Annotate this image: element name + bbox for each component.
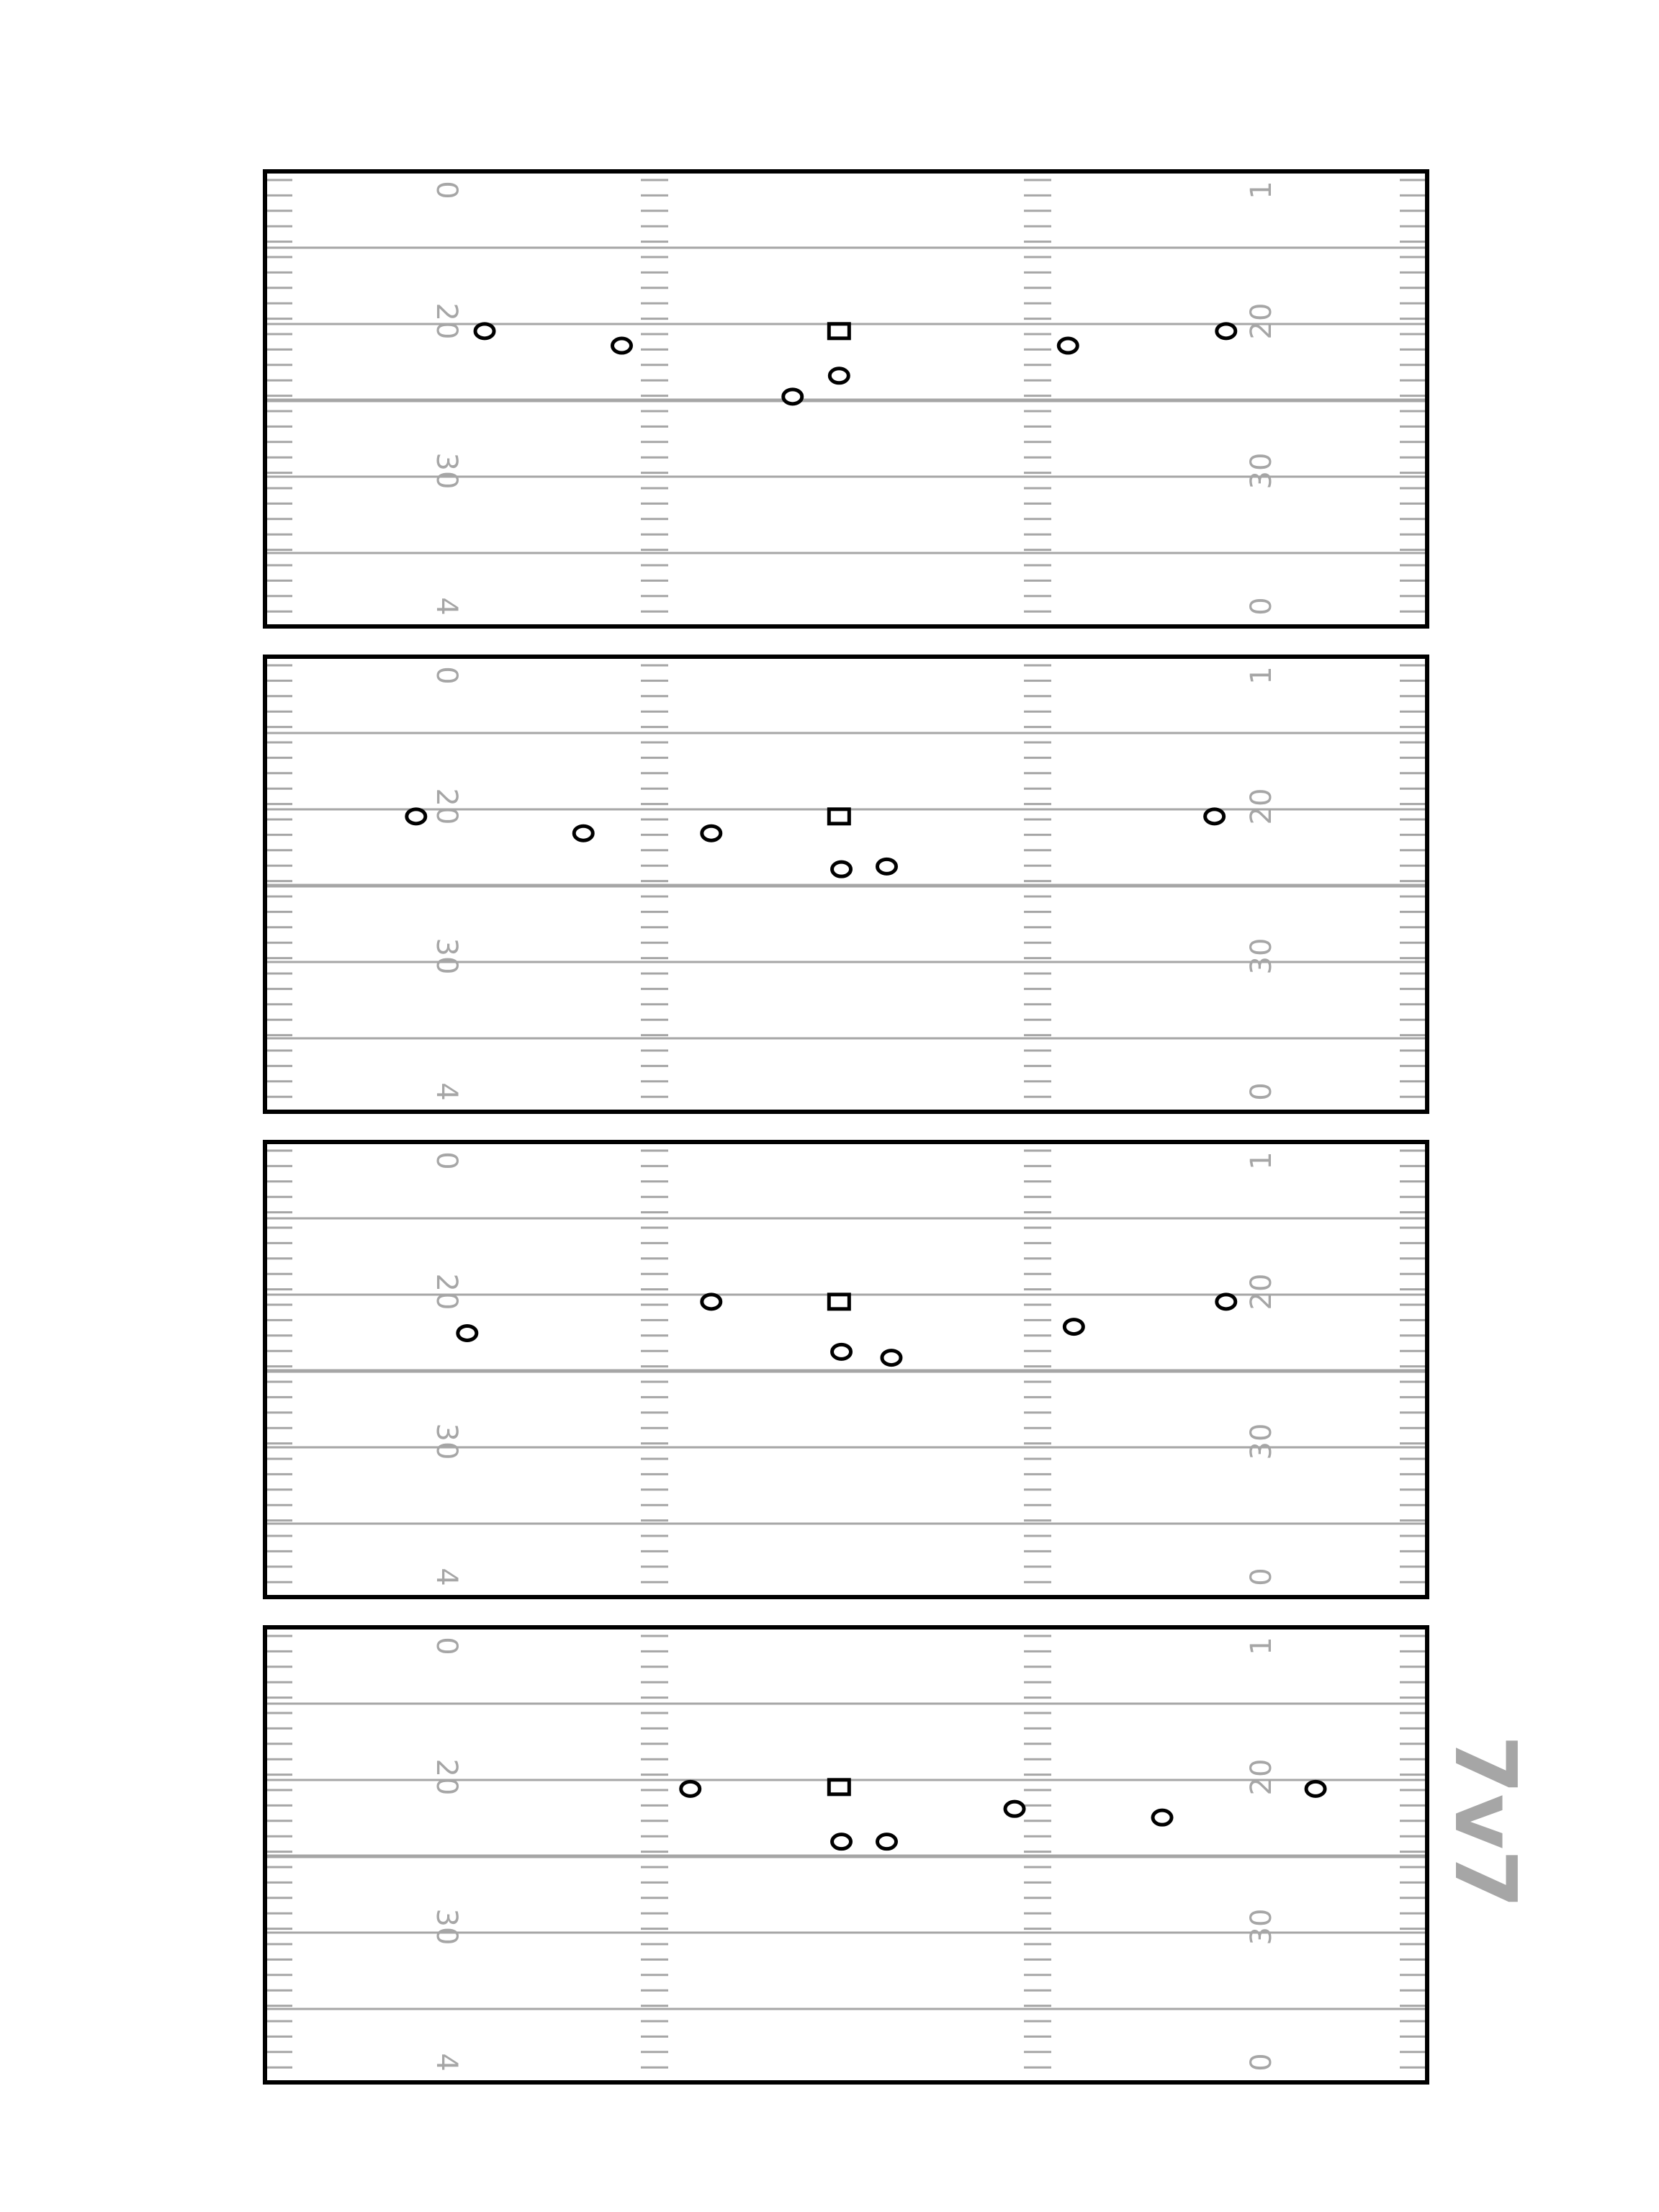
yard-number: 30 bbox=[430, 1424, 463, 1460]
yard-number: 20 bbox=[430, 788, 463, 825]
yard-number: 20 bbox=[430, 303, 463, 340]
player-marker bbox=[1304, 1779, 1327, 1798]
yard-number: 0 bbox=[1245, 1568, 1278, 1586]
player-marker bbox=[572, 824, 595, 842]
player-marker bbox=[830, 1833, 853, 1851]
field-border bbox=[263, 169, 1429, 629]
yard-number: 30 bbox=[1245, 453, 1278, 490]
yard-number: 20 bbox=[1245, 303, 1278, 340]
yard-number: 1 bbox=[1245, 1151, 1278, 1169]
yard-number: 4 bbox=[430, 2053, 463, 2071]
yard-number: 20 bbox=[430, 1759, 463, 1796]
yard-number: 4 bbox=[430, 1568, 463, 1586]
player-marker bbox=[700, 824, 723, 842]
player-marker bbox=[1151, 1808, 1174, 1827]
yard-number: 0 bbox=[1245, 597, 1278, 615]
center-marker bbox=[827, 807, 851, 826]
player-marker bbox=[1215, 322, 1238, 341]
player-marker bbox=[473, 322, 496, 341]
field-1: 0 1 20 20 30 30 4 0 bbox=[263, 169, 1429, 629]
yard-number: 30 bbox=[430, 1909, 463, 1946]
player-marker bbox=[830, 1342, 853, 1361]
yard-number: 0 bbox=[430, 1151, 463, 1169]
player-marker bbox=[1003, 1799, 1026, 1818]
fields-group: 0 1 20 20 30 30 4 0 0 1 20 20 30 30 4 0 0 1 20 20 30 30 4 0 0 1 20… bbox=[263, 169, 1429, 2085]
yard-number: 30 bbox=[430, 938, 463, 975]
yard-number: 20 bbox=[430, 1274, 463, 1310]
sheet-title: 7v7 bbox=[1436, 1735, 1535, 1908]
player-marker bbox=[610, 336, 633, 355]
yard-number: 1 bbox=[1245, 666, 1278, 684]
player-marker bbox=[1062, 1318, 1085, 1336]
yard-number: 20 bbox=[1245, 1274, 1278, 1310]
yard-number: 0 bbox=[430, 181, 463, 199]
yard-number: 20 bbox=[1245, 1759, 1278, 1796]
player-marker bbox=[830, 860, 853, 878]
player-marker bbox=[827, 367, 850, 385]
yard-number: 30 bbox=[1245, 938, 1278, 975]
center-marker bbox=[827, 1778, 851, 1797]
field-border bbox=[263, 655, 1429, 1114]
yard-number: 0 bbox=[430, 666, 463, 684]
player-marker bbox=[679, 1779, 702, 1798]
field-border bbox=[263, 1140, 1429, 1599]
player-marker bbox=[781, 387, 804, 406]
yard-number: 1 bbox=[1245, 181, 1278, 199]
yard-number: 4 bbox=[430, 1082, 463, 1100]
center-marker bbox=[827, 322, 851, 341]
yard-number: 4 bbox=[430, 597, 463, 615]
yard-number: 0 bbox=[430, 1637, 463, 1655]
player-marker bbox=[1215, 1292, 1238, 1311]
field-2: 0 1 20 20 30 30 4 0 bbox=[263, 655, 1429, 1114]
field-3: 0 1 20 20 30 30 4 0 bbox=[263, 1140, 1429, 1599]
center-marker bbox=[827, 1292, 851, 1311]
player-marker bbox=[1056, 336, 1079, 355]
field-border bbox=[263, 1625, 1429, 2085]
field-4: 0 1 20 20 30 30 4 0 bbox=[263, 1625, 1429, 2085]
player-marker bbox=[1203, 807, 1226, 826]
player-marker bbox=[875, 857, 898, 876]
yard-number: 30 bbox=[430, 453, 463, 490]
yard-number: 30 bbox=[1245, 1909, 1278, 1946]
yard-number: 1 bbox=[1245, 1637, 1278, 1655]
yard-number: 0 bbox=[1245, 1082, 1278, 1100]
yard-number: 30 bbox=[1245, 1424, 1278, 1460]
player-marker bbox=[875, 1833, 898, 1851]
player-marker bbox=[405, 807, 428, 826]
yard-number: 0 bbox=[1245, 2053, 1278, 2071]
player-marker bbox=[456, 1323, 479, 1342]
yard-number: 20 bbox=[1245, 788, 1278, 825]
player-marker bbox=[700, 1292, 723, 1311]
player-marker bbox=[880, 1349, 903, 1367]
